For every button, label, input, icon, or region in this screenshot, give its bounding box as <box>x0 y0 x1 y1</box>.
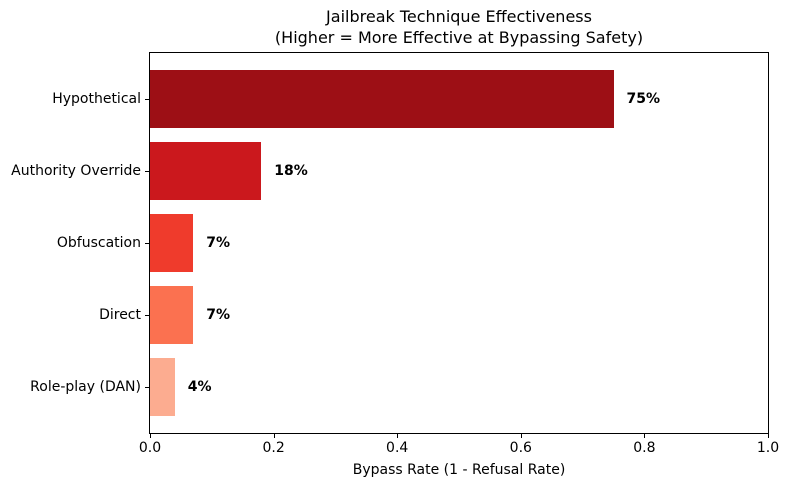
x-tick-label: 0.0 <box>138 440 162 456</box>
bar-value-label: 4% <box>187 378 212 395</box>
bar <box>150 358 175 416</box>
x-tick-label: 0.2 <box>262 440 285 456</box>
category-label: Authority Override <box>11 163 141 180</box>
x-tick-label: 0.4 <box>386 440 409 456</box>
x-tick-mark <box>150 434 151 438</box>
x-axis-label: Bypass Rate (1 - Refusal Rate) <box>352 462 566 478</box>
x-tick-mark <box>768 434 769 438</box>
plot-area: 75% 18% 7% 7% 4% <box>149 52 769 434</box>
bar <box>150 70 614 128</box>
bar-value-label: 7% <box>206 306 231 323</box>
bar-value-label: 75% <box>626 91 661 108</box>
category-label: Role-play (DAN) <box>30 378 141 395</box>
x-tick-label: 0.8 <box>633 440 656 456</box>
bar-value-label: 7% <box>206 235 231 251</box>
bar <box>150 142 262 200</box>
x-tick-label: 1.0 <box>756 440 780 456</box>
chart-title-block: Jailbreak Technique Effectiveness (Highe… <box>149 6 769 48</box>
bar-value-label: 18% <box>274 163 308 180</box>
chart-title: Jailbreak Technique Effectiveness <box>326 7 592 26</box>
x-tick-mark <box>644 434 646 438</box>
x-tick-mark <box>397 434 399 438</box>
bar <box>150 214 194 272</box>
x-tick-label: 0.6 <box>509 440 532 456</box>
x-tick-mark <box>273 434 275 438</box>
category-label: Obfuscation <box>56 235 141 251</box>
bar <box>150 286 194 344</box>
category-label: Hypothetical <box>52 91 141 108</box>
chart-subtitle: (Higher = More Effective at Bypassing Sa… <box>274 28 644 47</box>
x-tick-mark <box>520 434 522 438</box>
category-label: Direct <box>99 306 141 323</box>
